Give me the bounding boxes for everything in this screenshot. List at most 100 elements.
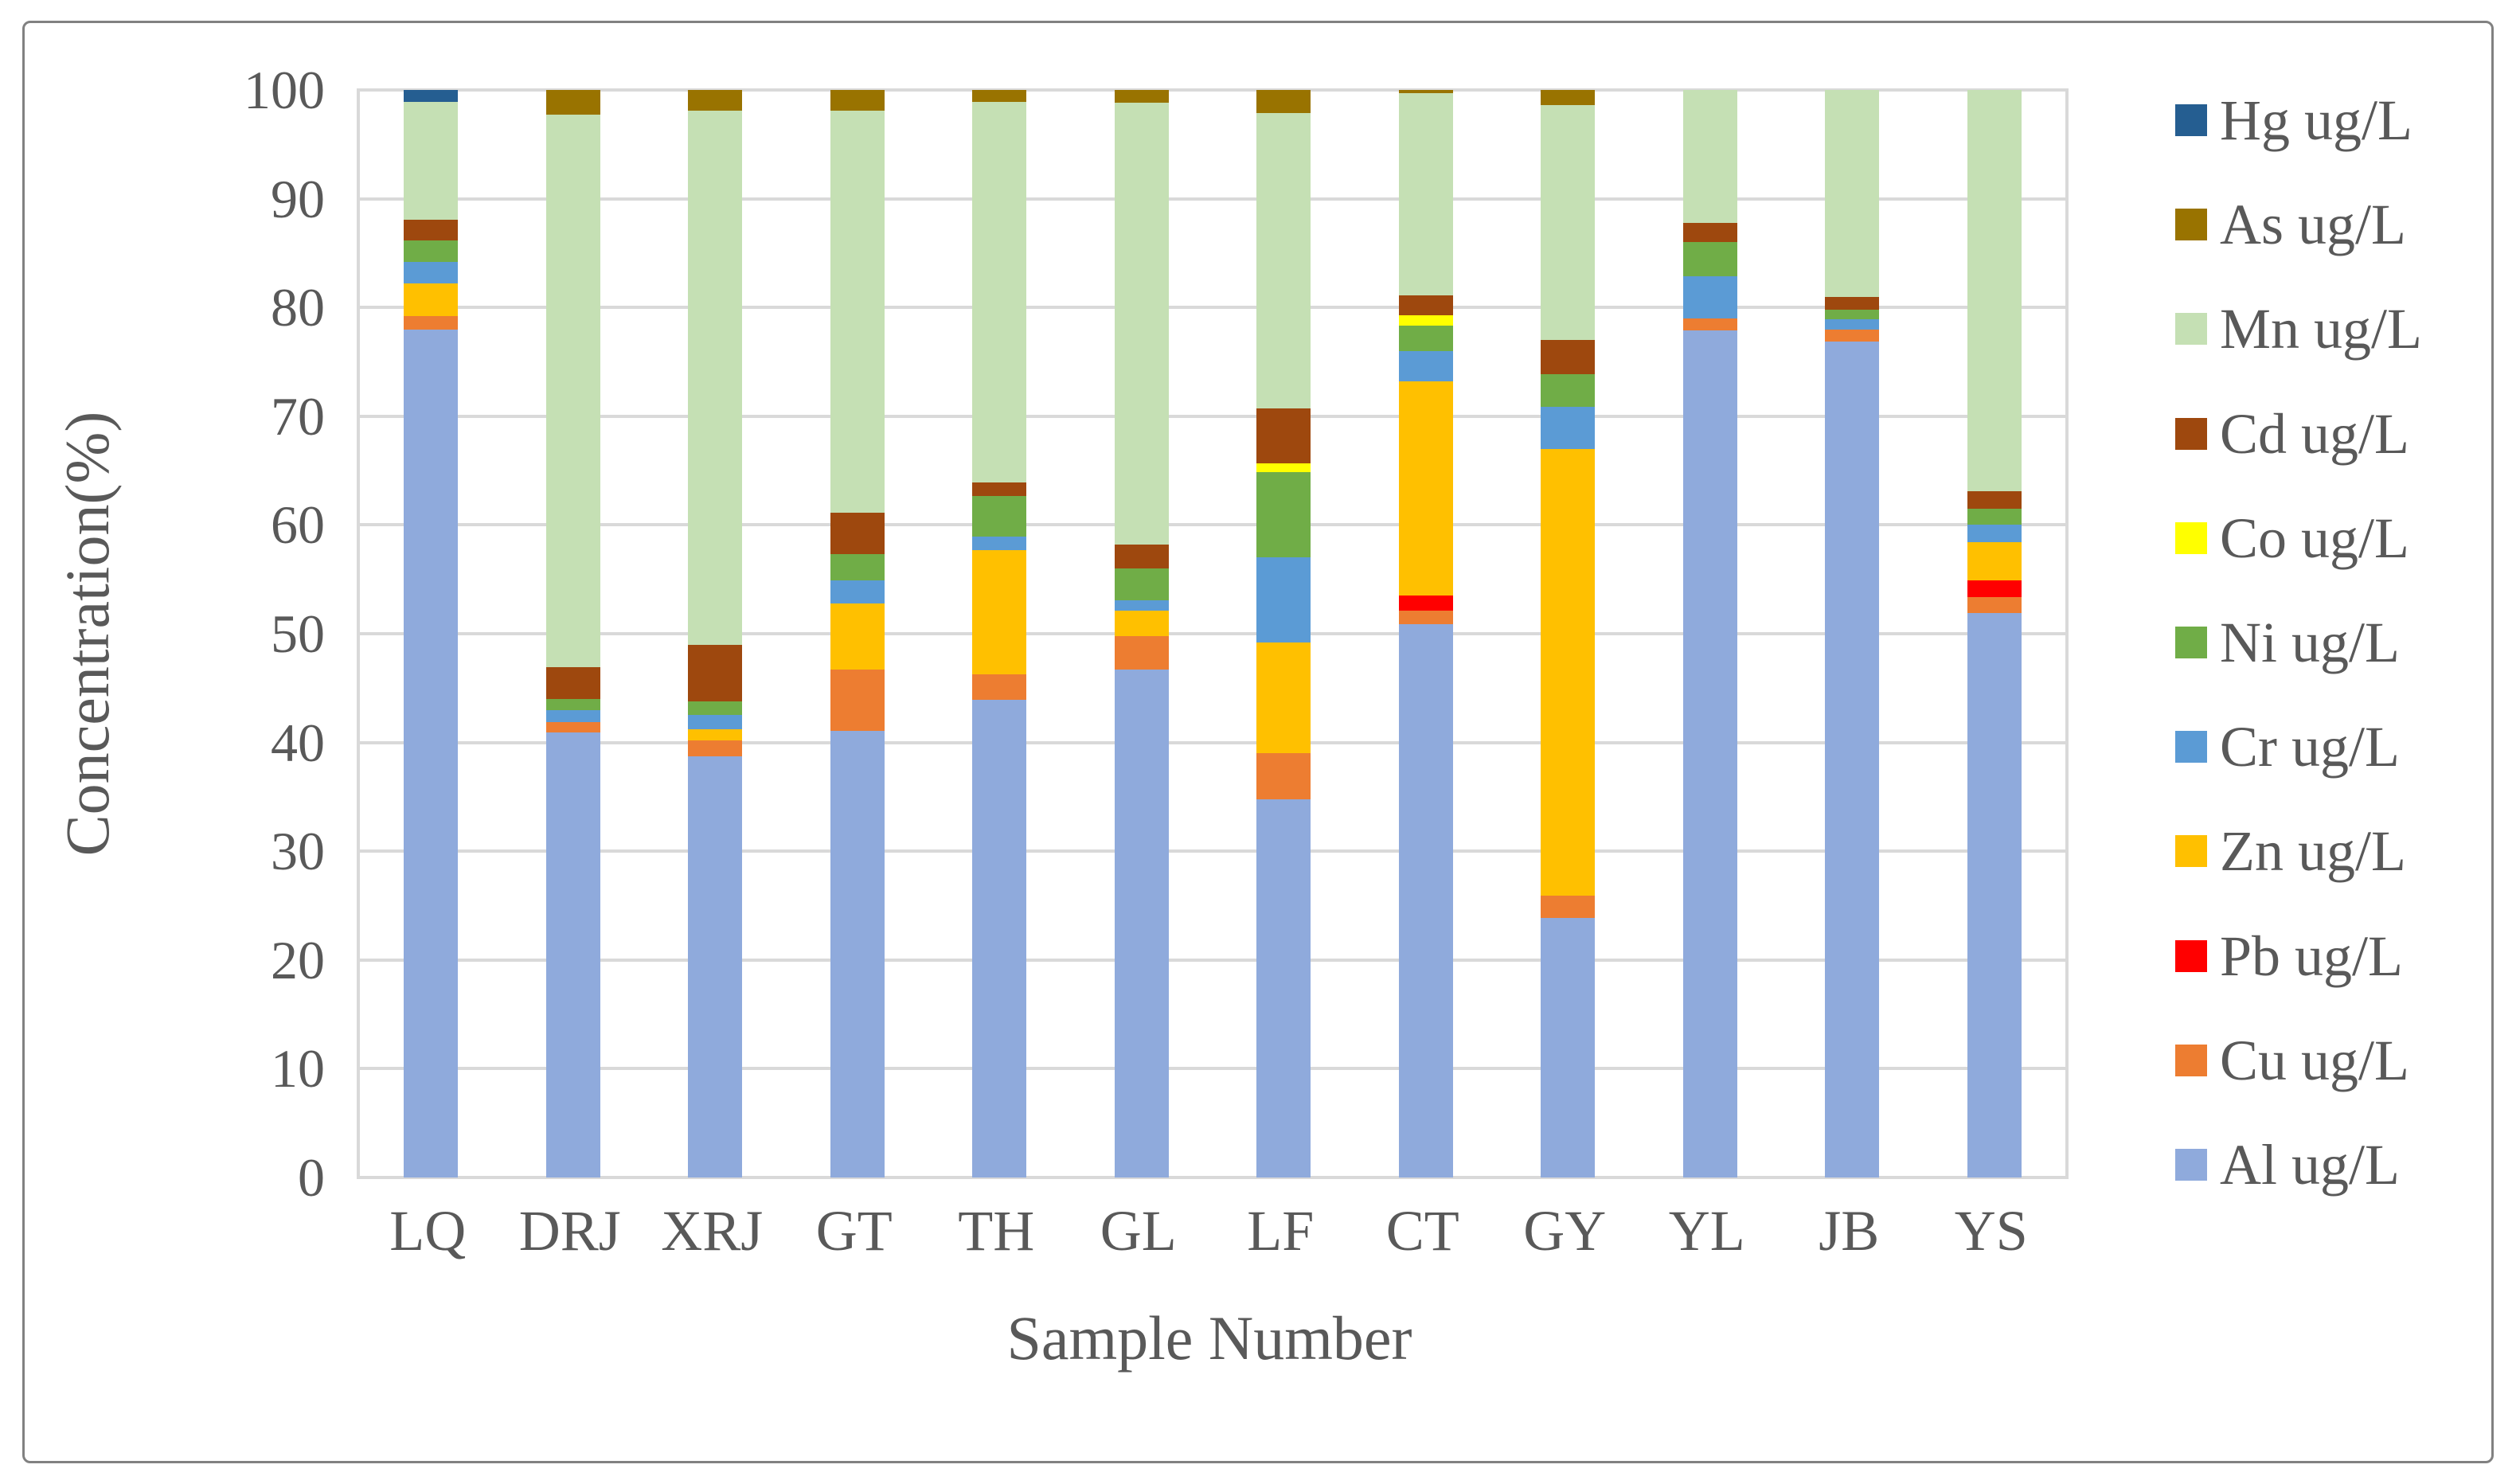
bar-segment-GL-As bbox=[1114, 90, 1169, 103]
legend-item-Co: Co ug/L bbox=[2175, 508, 2502, 568]
x-category-label-YL: YL bbox=[1668, 1199, 1745, 1263]
category-slot-YS bbox=[1924, 90, 2066, 1177]
gridline-30 bbox=[357, 849, 2069, 853]
bar-segment-YL-Mn bbox=[1682, 90, 1737, 223]
bar-segment-GT-Ni bbox=[830, 554, 885, 581]
bar-segment-TH-Zn bbox=[972, 549, 1027, 674]
x-category-label-CT: CT bbox=[1385, 1199, 1459, 1263]
legend-label: Ni ug/L bbox=[2220, 610, 2400, 674]
legend-label: Cd ug/L bbox=[2220, 401, 2410, 466]
bar-segment-TH-Cu bbox=[972, 674, 1027, 701]
bar-segment-XRJ-Cu bbox=[688, 740, 743, 757]
legend-item-Ni: Ni ug/L bbox=[2175, 612, 2502, 673]
bar-segment-LF-Zn bbox=[1256, 642, 1311, 754]
legend-item-Hg: Hg ug/L bbox=[2175, 90, 2502, 150]
y-axis-ticks: 0 10 20 30 40 50 60 70 80 90 100 bbox=[0, 63, 325, 1205]
legend-item-Zn: Zn ug/L bbox=[2175, 821, 2502, 881]
bar-segment-CT-Pb bbox=[1398, 596, 1453, 611]
x-category-label-LQ: LQ bbox=[389, 1199, 467, 1263]
x-category-label-JB: JB bbox=[1819, 1199, 1880, 1263]
bar-segment-GY-Cd bbox=[1541, 340, 1596, 374]
bar-segment-DRJ-Cd bbox=[545, 667, 600, 699]
bar-YS bbox=[1967, 90, 2022, 1177]
y-tick-label-90: 90 bbox=[271, 168, 325, 229]
bar-segment-XRJ-Mn bbox=[688, 110, 743, 645]
bar-segment-TH-Cd bbox=[972, 482, 1027, 496]
y-tick-label-50: 50 bbox=[271, 603, 325, 664]
category-slot-LQ bbox=[360, 90, 502, 1177]
bar-segment-CT-Co bbox=[1398, 314, 1453, 326]
bar-segment-TH-Al bbox=[972, 700, 1027, 1177]
bar-segment-GL-Al bbox=[1114, 670, 1169, 1177]
bar-segment-YS-Cr bbox=[1967, 525, 2022, 543]
bar-XRJ bbox=[688, 90, 743, 1177]
bar-segment-GT-Cd bbox=[830, 513, 885, 555]
bar-segment-LQ-Zn bbox=[404, 283, 459, 317]
gridline-60 bbox=[357, 523, 2069, 527]
bar-segment-JB-Cu bbox=[1825, 329, 1880, 342]
x-category-label-TH: TH bbox=[958, 1199, 1035, 1263]
category-slot-GY bbox=[1497, 90, 1639, 1177]
bar-segment-JB-Mn bbox=[1825, 90, 1880, 297]
y-tick-label-0: 0 bbox=[298, 1147, 325, 1208]
bar-segment-GY-Cr bbox=[1541, 406, 1596, 449]
bar-CT bbox=[1398, 90, 1453, 1177]
legend-swatch-icon bbox=[2175, 626, 2207, 658]
gridline-20 bbox=[357, 958, 2069, 962]
legend-label: Cu ug/L bbox=[2220, 1028, 2410, 1092]
bar-segment-XRJ-Cd bbox=[688, 644, 743, 701]
gridline-80 bbox=[357, 306, 2069, 310]
bar-DRJ bbox=[545, 90, 600, 1177]
bar-segment-LQ-Mn bbox=[404, 102, 459, 220]
y-tick-label-20: 20 bbox=[271, 929, 325, 990]
x-category-label-GY: GY bbox=[1523, 1199, 1607, 1263]
x-category-label-XRJ: XRJ bbox=[661, 1199, 764, 1263]
bar-GY bbox=[1541, 90, 1596, 1177]
gridline-10 bbox=[357, 1067, 2069, 1071]
bar-segment-GT-As bbox=[830, 90, 885, 111]
legend-item-Pb: Pb ug/L bbox=[2175, 926, 2502, 986]
legend-label: Mn ug/L bbox=[2220, 297, 2423, 361]
bar-segment-XRJ-Zn bbox=[688, 729, 743, 740]
bar-segment-LF-Al bbox=[1256, 799, 1311, 1177]
x-category-label-YS: YS bbox=[1954, 1199, 2028, 1263]
bar-segment-YS-Cd bbox=[1967, 491, 2022, 509]
bar-segment-GL-Cd bbox=[1114, 545, 1169, 569]
bar-segment-GY-Mn bbox=[1541, 105, 1596, 341]
bar-segment-YL-Ni bbox=[1682, 242, 1737, 276]
bar-segment-LF-Mn bbox=[1256, 112, 1311, 409]
bar-segment-YS-Ni bbox=[1967, 508, 2022, 525]
bar-segment-CT-Ni bbox=[1398, 326, 1453, 351]
gridline-40 bbox=[357, 740, 2069, 744]
bar-segment-GY-Ni bbox=[1541, 373, 1596, 407]
bar-segment-GL-Zn bbox=[1114, 611, 1169, 636]
bar-segment-GL-Mn bbox=[1114, 103, 1169, 545]
gridline-70 bbox=[357, 414, 2069, 418]
legend-label: Pb ug/L bbox=[2220, 924, 2404, 988]
bar-segment-YS-Pb bbox=[1967, 580, 2022, 597]
legend-label: As ug/L bbox=[2220, 193, 2406, 257]
bar-segment-GT-Cr bbox=[830, 580, 885, 603]
bar-segment-GT-Zn bbox=[830, 603, 885, 670]
legend-label: Al ug/L bbox=[2220, 1132, 2400, 1197]
category-slot-GT bbox=[787, 90, 929, 1177]
bar-segment-YS-Zn bbox=[1967, 542, 2022, 581]
gridline-50 bbox=[357, 632, 2069, 635]
category-slot-TH bbox=[928, 90, 1071, 1177]
category-slot-DRJ bbox=[502, 90, 645, 1177]
x-category-label-GL: GL bbox=[1100, 1199, 1177, 1263]
bar-LQ bbox=[404, 90, 459, 1177]
plot-area bbox=[357, 88, 2069, 1179]
bar-segment-YL-Cr bbox=[1682, 275, 1737, 318]
legend-item-Mn: Mn ug/L bbox=[2175, 299, 2502, 359]
bar-segment-LF-As bbox=[1256, 90, 1311, 113]
bar-segment-LQ-Ni bbox=[404, 240, 459, 262]
legend-swatch-icon bbox=[2175, 939, 2207, 972]
category-slot-JB bbox=[1781, 90, 1924, 1177]
bar-segment-GL-Cr bbox=[1114, 599, 1169, 611]
bar-segment-JB-Cr bbox=[1825, 319, 1880, 330]
bar-segment-YL-Al bbox=[1682, 330, 1737, 1177]
bar-segment-LQ-Cd bbox=[404, 219, 459, 240]
legend-swatch-icon bbox=[2175, 417, 2207, 450]
